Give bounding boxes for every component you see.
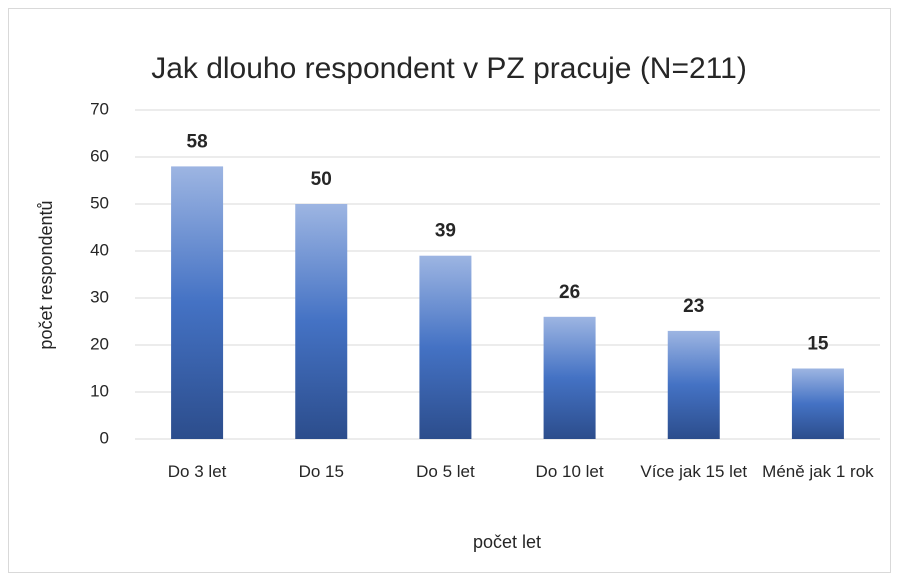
y-tick-label: 20 [90,334,109,353]
bar [667,330,720,439]
bar [543,316,596,439]
y-axis-title: počet respondentů [36,200,56,349]
data-label: 58 [187,131,208,152]
y-tick-label: 60 [90,146,109,165]
y-tick-label: 10 [90,381,109,400]
x-tick-label: Méně jak 1 rok [762,462,874,481]
data-label: 23 [683,296,704,317]
y-tick-label: 30 [90,287,109,306]
x-tick-label: Do 10 let [535,462,604,481]
bar [295,204,348,439]
data-label: 50 [311,169,332,190]
x-tick-label: Do 5 let [416,462,475,481]
data-label: 39 [435,221,456,242]
chart-title: Jak dlouho respondent v PZ pracuje (N=21… [151,52,747,85]
bar [171,166,224,439]
x-tick-label: Více jak 15 let [640,462,748,481]
y-tick-label: 0 [100,428,109,447]
bar [419,255,472,439]
y-tick-label: 40 [90,240,109,259]
bar [791,368,844,439]
y-tick-label: 70 [90,99,109,118]
x-tick-label: Do 15 [298,462,344,481]
x-tick-label: Do 3 let [167,462,227,481]
data-label: 15 [807,334,829,355]
x-axis-title: počet let [473,532,541,552]
y-tick-label: 50 [90,193,109,212]
data-label: 26 [559,282,580,303]
